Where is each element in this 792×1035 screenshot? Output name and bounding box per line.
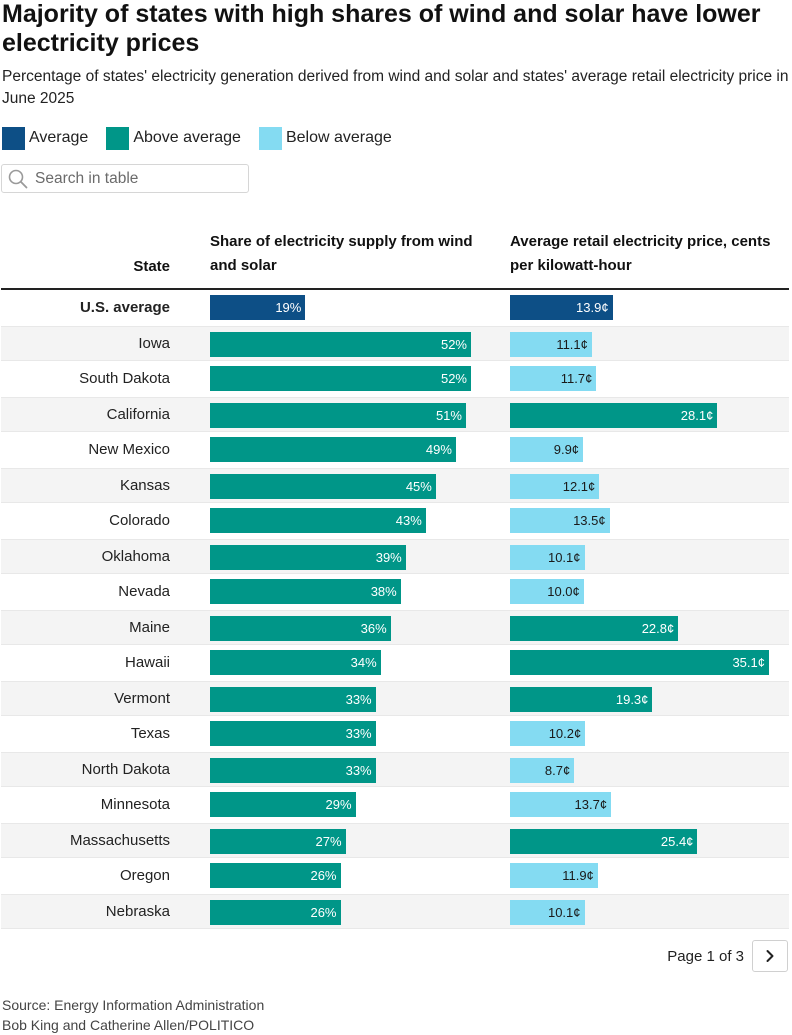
column-header-price[interactable]: Average retail electricity price, cents … [510,233,771,274]
price-bar: 10.0¢ [510,579,584,604]
share-bar: 34% [210,650,381,675]
state-name: Oregon [119,867,170,885]
table-row: Vermont 33% 19.3¢ [1,680,789,716]
legend-item-above-average: Above average [106,126,241,150]
share-bar: 38% [210,579,401,604]
chevron-right-icon [766,950,774,962]
state-name: Colorado [109,512,170,530]
legend-label-below-average: Below average [285,129,392,146]
share-bar: 26% [210,899,341,925]
legend-label-above-average: Above average [133,129,241,146]
state-name: Vermont [114,689,170,707]
price-bar: 12.1¢ [510,473,600,499]
pagination-label: Page 1 of 3 [667,948,744,965]
legend-swatch-below-average [258,126,282,150]
table-row: Minnesota 29% 13.7¢ [1,787,789,823]
state-name: South Dakota [79,370,170,388]
search-input[interactable] [35,169,235,188]
state-name: New Mexico [88,441,170,459]
table-row: Oregon 26% 11.9¢ [1,858,789,894]
state-name: Texas [130,725,170,743]
table-row: U.S. average 19% 13.9¢ [1,290,789,326]
share-bar: 45% [210,473,436,499]
table-row: Colorado 43% 13.5¢ [1,503,789,539]
legend: Average Above average Below average [2,126,410,150]
legend-item-average: Average [2,126,89,150]
share-bar: 49% [210,437,456,462]
table-row: California 51% 28.1¢ [1,396,789,432]
state-name: Oklahoma [101,547,170,565]
state-name: Minnesota [100,796,170,814]
table-row: Nebraska 26% 10.1¢ [1,893,789,929]
credit-note: Bob King and Catherine Allen/POLITICO [2,1017,255,1033]
price-bar: 10.2¢ [510,721,586,746]
share-bar: 19% [210,295,306,320]
share-bar: 36% [210,615,391,641]
state-name: California [106,405,170,423]
next-page-button[interactable] [752,940,788,972]
table-row: Texas 33% 10.2¢ [1,716,789,752]
state-name: Nebraska [105,902,170,920]
table-row: Massachusetts 27% 25.4¢ [1,822,789,858]
price-bar: 13.7¢ [510,792,612,817]
share-bar: 27% [210,828,346,854]
chart-title: Majority of states with high shares of w… [2,0,761,57]
search-box[interactable] [1,164,249,193]
price-bar: 25.4¢ [510,828,698,854]
chart-subtitle: Percentage of states' electricity genera… [2,68,789,107]
legend-swatch-average [2,126,25,150]
source-note: Source: Energy Information Administratio… [2,997,265,1013]
share-bar: 33% [210,686,376,712]
table-row: Kansas 45% 12.1¢ [1,467,789,503]
price-bar: 11.9¢ [510,863,598,888]
table-row: Hawaii 34% 35.1¢ [1,645,789,681]
column-header-share[interactable]: Share of electricity supply from wind an… [210,233,473,274]
price-bar: 10.1¢ [510,899,585,925]
table-row: North Dakota 33% 8.7¢ [1,751,789,787]
price-bar: 19.3¢ [510,686,653,712]
table-row: Oklahoma 39% 10.1¢ [1,538,789,574]
state-name: Massachusetts [69,831,170,849]
share-bar: 51% [210,402,466,428]
share-bar: 26% [210,863,341,888]
share-bar: 52% [210,366,471,391]
state-name: Maine [129,618,170,636]
state-name: U.S. average [79,299,170,317]
search-icon [8,169,28,188]
legend-swatch-above-average [106,126,130,150]
header-divider [1,288,789,290]
price-bar: 11.1¢ [510,331,592,357]
state-name: Nevada [118,583,170,601]
state-name: Iowa [138,334,170,352]
price-bar: 35.1¢ [510,650,769,675]
legend-label-average: Average [29,129,89,146]
price-bar: 11.7¢ [510,366,597,391]
state-name: Hawaii [124,654,170,672]
legend-item-below-average: Below average [258,126,392,150]
price-bar: 13.9¢ [510,295,613,320]
state-name: Kansas [119,476,170,494]
price-bar: 13.5¢ [510,508,610,533]
table-row: New Mexico 49% 9.9¢ [1,432,789,468]
price-bar: 8.7¢ [510,757,575,783]
price-bar: 10.1¢ [510,544,585,570]
share-bar: 29% [210,792,356,817]
table-body: U.S. average 19% 13.9¢ Iowa 52% 11.1¢ South Da… [1,290,789,929]
price-bar: 9.9¢ [510,437,584,462]
share-bar: 43% [210,508,426,533]
table-row: Iowa 52% 11.1¢ [1,325,789,361]
state-name: North Dakota [81,760,170,778]
column-header-state[interactable]: State [133,258,170,275]
share-bar: 33% [210,721,376,746]
price-bar: 28.1¢ [510,402,718,428]
price-bar: 22.8¢ [510,615,679,641]
table-row: South Dakota 52% 11.7¢ [1,361,789,397]
table-row: Maine 36% 22.8¢ [1,609,789,645]
share-bar: 52% [210,331,471,357]
share-bar: 33% [210,757,376,783]
share-bar: 39% [210,544,406,570]
table-row: Nevada 38% 10.0¢ [1,574,789,610]
